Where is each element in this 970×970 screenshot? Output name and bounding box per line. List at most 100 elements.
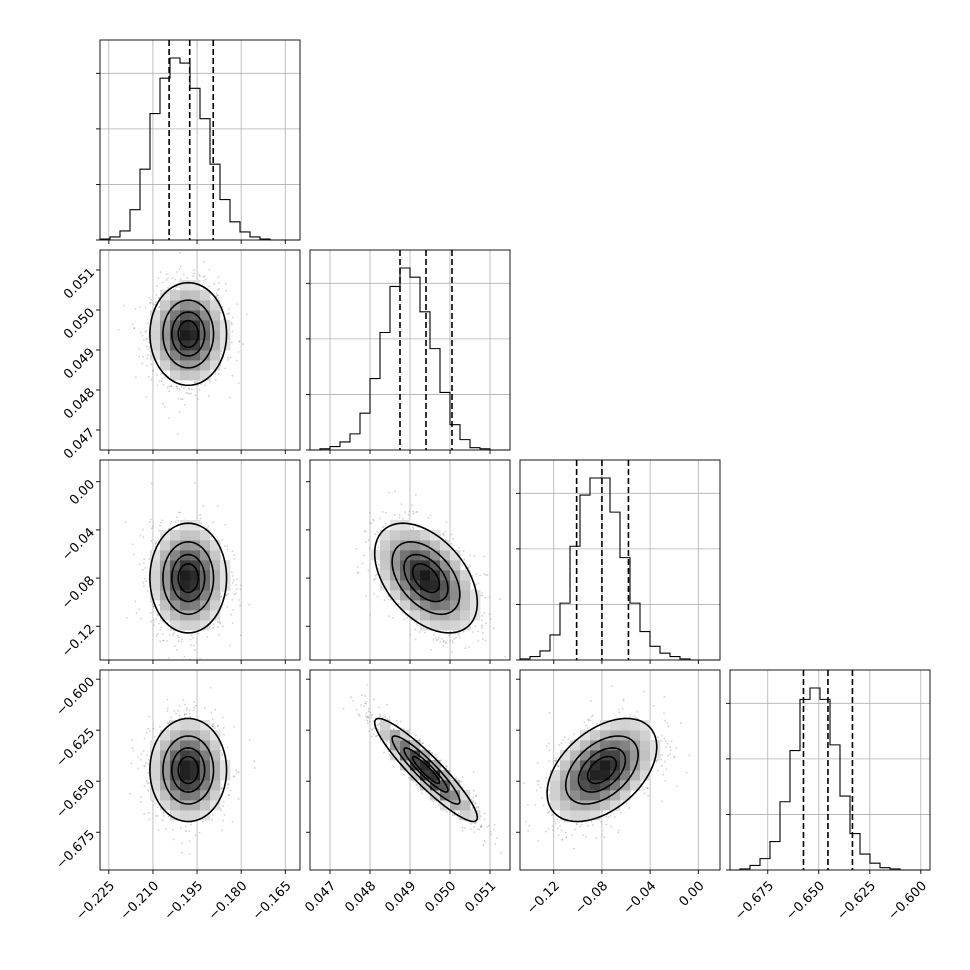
density-cell: [210, 600, 221, 611]
panel-3-0: [96, 669, 301, 874]
scatter-point: [232, 608, 235, 611]
density-cell: [180, 530, 191, 541]
density-area: [124, 482, 251, 660]
density-cell: [190, 570, 201, 581]
scatter-point: [141, 528, 144, 531]
scatter-point: [179, 826, 182, 829]
density-cell: [170, 320, 181, 331]
scatter-point: [183, 403, 186, 406]
scatter-point: [412, 512, 415, 515]
scatter-point: [210, 536, 213, 538]
density-cell: [460, 570, 471, 581]
scatter-point: [481, 637, 484, 640]
scatter-point: [217, 276, 220, 278]
scatter-point: [162, 403, 164, 405]
scatter-point: [448, 640, 451, 643]
scatter-point: [215, 292, 218, 295]
scatter-point: [171, 277, 174, 280]
scatter-point: [458, 547, 460, 549]
scatter-point: [124, 521, 127, 524]
density-cell: [450, 550, 461, 561]
scatter-point: [161, 378, 164, 380]
scatter-point: [468, 554, 471, 557]
scatter-point: [451, 650, 454, 653]
scatter-point: [231, 575, 234, 577]
scatter-point: [203, 260, 206, 263]
scatter-point: [133, 327, 136, 329]
scatter-point: [132, 553, 135, 556]
scatter-point: [384, 522, 387, 525]
contour-line: [171, 311, 206, 357]
scatter-point: [153, 624, 156, 627]
density-cell: [430, 620, 441, 631]
scatter-point: [144, 306, 147, 309]
density-cell: [210, 320, 221, 331]
scatter-point: [477, 630, 480, 633]
scatter-point: [357, 571, 359, 574]
scatter-point: [134, 376, 137, 379]
scatter-point: [484, 596, 487, 599]
scatter-point: [211, 724, 214, 727]
scatter-point: [178, 286, 181, 289]
scatter-point: [435, 637, 437, 640]
density-cell: [190, 340, 201, 351]
density-cell: [150, 320, 161, 331]
scatter-point: [202, 279, 205, 282]
scatter-point: [237, 770, 240, 773]
density-cell: [430, 600, 441, 611]
scatter-point: [152, 804, 155, 807]
density-cell: [170, 570, 181, 581]
scatter-point: [145, 580, 148, 583]
density-cell: [400, 560, 411, 571]
density-area: [129, 686, 256, 856]
scatter-point: [143, 339, 145, 341]
scatter-point: [194, 482, 196, 484]
scatter-point: [150, 363, 153, 366]
density-cell: [200, 370, 211, 381]
scatter-point: [481, 626, 484, 629]
scatter-point: [207, 395, 210, 397]
density-cell: [380, 540, 391, 551]
density-cell: [180, 330, 191, 341]
scatter-point: [157, 277, 160, 280]
scatter-point: [414, 638, 417, 641]
scatter-point: [468, 564, 471, 567]
scatter-point: [412, 526, 414, 529]
scatter-point: [228, 308, 231, 311]
scatter-point: [479, 574, 481, 577]
scatter-point: [162, 814, 165, 817]
scatter-point: [220, 829, 223, 832]
scatter-point: [194, 381, 196, 383]
density-cell: [460, 600, 471, 611]
density-cell: [150, 570, 161, 581]
scatter-point: [199, 517, 202, 520]
scatter-point: [363, 529, 366, 532]
scatter-point: [137, 767, 140, 770]
scatter-point: [152, 370, 154, 372]
scatter-point: [138, 306, 141, 308]
scatter-point: [221, 538, 224, 541]
scatter-point: [225, 289, 227, 292]
contour-line: [391, 541, 461, 616]
scatter-point: [232, 554, 235, 557]
scatter-point: [159, 640, 162, 643]
scatter-point: [179, 278, 182, 281]
scatter-point: [238, 598, 240, 601]
scatter-point: [160, 626, 162, 629]
scatter-point: [168, 620, 171, 623]
density-cell: [170, 620, 181, 631]
density-cell: [380, 550, 391, 561]
scatter-point: [473, 555, 476, 558]
density-cell: [160, 330, 171, 341]
density-cell: [440, 590, 451, 601]
scatter-point: [475, 573, 478, 576]
scatter-point: [131, 543, 134, 546]
scatter-point: [165, 279, 168, 281]
scatter-point: [207, 525, 210, 528]
scatter-point: [228, 312, 231, 314]
scatter-point: [168, 385, 171, 388]
density-cell: [380, 570, 391, 581]
scatter-point: [481, 592, 483, 594]
density-cell: [200, 320, 211, 331]
scatter-point: [140, 617, 142, 620]
